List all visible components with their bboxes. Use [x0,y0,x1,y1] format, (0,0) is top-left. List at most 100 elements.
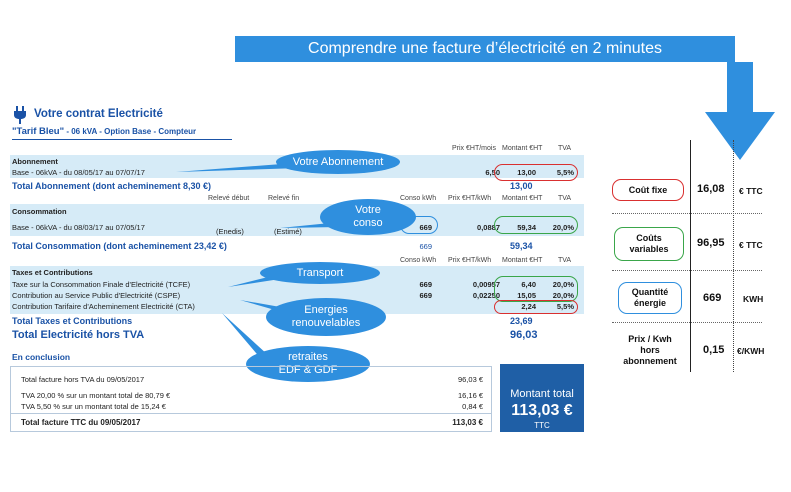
conclusion-row-value: 16,16 € [457,391,483,400]
tax-row-amount: 6,40 [521,280,536,289]
start-reading: (Enedis) [216,227,244,236]
conclusion-row-label: TVA 5,50 % sur un montant total de 15,24… [21,402,166,411]
divider [11,413,491,414]
contract-title: Votre contrat Electricité [34,108,163,120]
summary-label: Coûts variables [629,233,669,254]
tax-row-vat: 5,5% [556,302,574,311]
unit-price: 6,50 [485,168,500,177]
summary-unit: € TTC [739,240,763,250]
col-header-kwh: Conso kWh [400,257,437,264]
conclusion-total-label: Total facture TTC du 09/05/2017 [21,418,141,427]
col-header-amount: Montant €HT [502,145,543,152]
summary-label-box [612,179,684,201]
col-header-kwh: Conso kWh [400,195,437,202]
col-header-vat: TVA [558,145,572,152]
page-banner: Comprendre une facture d’électricité en … [235,36,735,62]
total-taxes-label: Total Taxes et Contributions [12,316,133,326]
consommation-band: Consommation Base - 06kVA - du 08/03/17 … [10,204,584,236]
conclusion-box: Total facture hors TVA du 09/05/2017 96,… [10,366,492,432]
highlight-oval [494,300,578,314]
kwh: 669 [419,223,432,232]
arrow-down-icon [705,62,775,160]
col-header-vat: TVA [558,195,572,202]
plug-icon [14,106,26,124]
summary-unit: € TTC [739,186,763,196]
summary-value: 669 [703,292,722,304]
summary-divider-left [690,140,691,372]
tax-row-label: Contribution Tarifaire d'Acheminement El… [12,302,195,311]
section-title: Taxes et Contributions [12,268,93,277]
total-taxes-value: 23,69 [510,316,533,326]
tax-row-kwh: 669 [419,280,432,289]
highlight-oval [494,276,578,302]
tax-row-kwh: 669 [419,291,432,300]
tax-row-vat: 20,0% [552,280,574,289]
tax-row-amount: 2,24 [521,302,536,311]
conclusion-title: En conclusion [12,352,71,362]
total-abonnement-label: Total Abonnement (dont acheminement 8,30… [12,181,212,191]
callout-retraites: retraites EDF & GDF [246,346,370,382]
total-box-amount: 113,03 € [511,402,573,419]
divider [12,139,232,140]
total-conso-kwh: 669 [419,242,432,251]
col-header-amount: Montant €HT [502,195,543,202]
summary-value: 0,15 [703,344,725,356]
conclusion-total-value: 113,03 € [452,418,483,427]
conclusion-row-label: TVA 20,00 % sur un montant total de 80,7… [21,391,171,400]
total-abonnement-value: 13,00 [510,181,533,191]
summary-separator [612,322,762,323]
amount: 59,34 [517,223,536,232]
conclusion-row-value: 0,84 € [462,402,483,411]
callout-transport: Transport [260,262,380,284]
summary-separator [612,270,762,271]
conclusion-row-label: Total facture hors TVA du 09/05/2017 [21,375,145,384]
total-conso-value: 59,34 [510,241,533,251]
summary-label-box [614,227,684,261]
callout-conso: Votre conso [320,199,416,235]
summary-divider-right [733,140,734,372]
section-title: Abonnement [12,157,58,166]
tax-row-price: 0,00957 [472,280,500,289]
line-label: Base - 06kVA - du 08/03/17 au 07/05/17 [12,223,145,232]
col-header-vat: TVA [558,257,572,264]
col-header-price-kwh: Prix €HT/kWh [448,257,492,264]
amount: 13,00 [517,168,536,177]
highlight-oval [494,164,578,181]
vat: 20,0% [552,223,574,232]
total-box-sub: TTC [534,421,550,430]
summary-value: 16,08 [697,183,725,195]
summary-label: Coût fixe [628,185,668,195]
grand-total-label: Total Electricité hors TVA [12,329,145,341]
callout-abonnement: Votre Abonnement [276,150,400,174]
total-box-title: Montant total [510,388,574,400]
grand-total-value: 96,03 [510,329,538,341]
summary-label: Prix / Kwh hors abonnement [623,334,677,366]
total-amount-box: Montant total 113,03 € TTC [500,364,584,432]
summary-unit: €/KWH [737,346,765,356]
highlight-oval [494,216,578,234]
tax-row-label: Taxe sur la Consommation Finale d'Electr… [12,280,191,289]
unit-price: 0,0887 [477,223,500,232]
section-title: Consommation [12,207,67,216]
tax-row-vat: 20,0% [552,291,574,300]
summary-value: 96,95 [697,237,725,249]
col-header-start: Relevé début [208,195,250,202]
end-reading: (Estimé) [274,227,302,236]
line-label: Base - 06kVA - du 08/05/17 au 07/07/17 [12,168,145,177]
summary-label-box [618,282,682,314]
tax-row-amount: 15,05 [517,291,536,300]
col-header-price-month: Prix €HT/mois [452,145,496,152]
tariff-line: "Tarif Bleu" - 06 kVA - Option Base - Co… [12,126,197,137]
tax-row-label: Contribution au Service Public d'Electri… [12,291,181,300]
callout-energies: Energies renouvelables [266,298,386,336]
total-conso-label: Total Consommation (dont acheminement 23… [12,241,227,251]
vat: 5,5% [556,168,574,177]
col-header-end: Relevé fin [268,195,300,202]
summary-separator [612,213,762,214]
col-header-amount: Montant €HT [502,257,543,264]
summary-unit: KWH [743,294,764,304]
conclusion-row-value: 96,03 € [457,375,483,384]
tax-row-price: 0,02250 [472,291,500,300]
summary-label: Quantité énergie [631,287,669,308]
col-header-price-kwh: Prix €HT/kWh [448,195,492,202]
